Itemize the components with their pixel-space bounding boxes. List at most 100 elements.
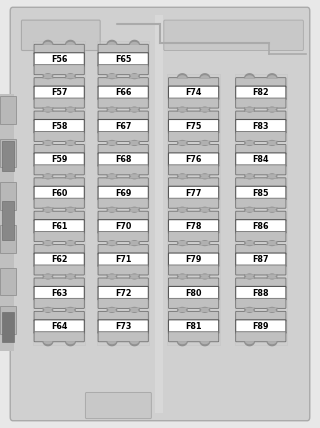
Text: F65: F65 bbox=[115, 55, 132, 64]
FancyBboxPatch shape bbox=[98, 232, 148, 241]
FancyBboxPatch shape bbox=[236, 286, 286, 300]
FancyBboxPatch shape bbox=[98, 211, 148, 221]
Polygon shape bbox=[199, 207, 211, 212]
FancyBboxPatch shape bbox=[169, 265, 219, 275]
Polygon shape bbox=[267, 241, 278, 246]
Polygon shape bbox=[245, 174, 254, 177]
Text: F82: F82 bbox=[252, 88, 269, 98]
Polygon shape bbox=[199, 73, 211, 78]
Polygon shape bbox=[177, 207, 188, 212]
Bar bbox=[0, 268, 16, 295]
Polygon shape bbox=[199, 208, 211, 213]
Text: F71: F71 bbox=[115, 255, 132, 265]
Polygon shape bbox=[44, 42, 52, 45]
Polygon shape bbox=[66, 142, 75, 145]
Polygon shape bbox=[178, 242, 187, 245]
Polygon shape bbox=[245, 142, 254, 145]
FancyBboxPatch shape bbox=[169, 165, 219, 175]
Polygon shape bbox=[268, 274, 276, 277]
Polygon shape bbox=[199, 307, 211, 312]
Polygon shape bbox=[106, 40, 117, 45]
Polygon shape bbox=[44, 107, 52, 110]
Polygon shape bbox=[244, 207, 255, 212]
FancyBboxPatch shape bbox=[98, 220, 148, 233]
FancyBboxPatch shape bbox=[236, 145, 286, 155]
Polygon shape bbox=[44, 341, 52, 344]
Polygon shape bbox=[200, 276, 209, 279]
Polygon shape bbox=[108, 109, 116, 112]
Polygon shape bbox=[130, 274, 139, 277]
Polygon shape bbox=[44, 174, 52, 177]
FancyBboxPatch shape bbox=[98, 312, 148, 321]
Polygon shape bbox=[177, 140, 188, 145]
Polygon shape bbox=[267, 240, 278, 245]
Text: F75: F75 bbox=[185, 122, 202, 131]
Polygon shape bbox=[177, 107, 188, 112]
Polygon shape bbox=[44, 274, 52, 277]
Polygon shape bbox=[267, 307, 278, 312]
Polygon shape bbox=[177, 341, 188, 346]
Text: F88: F88 bbox=[252, 288, 269, 298]
Bar bbox=[2, 141, 14, 171]
Polygon shape bbox=[130, 208, 139, 211]
Polygon shape bbox=[42, 207, 53, 212]
Polygon shape bbox=[178, 241, 187, 244]
Polygon shape bbox=[66, 75, 75, 78]
Polygon shape bbox=[245, 141, 254, 144]
Polygon shape bbox=[130, 109, 139, 112]
Polygon shape bbox=[66, 208, 75, 211]
FancyBboxPatch shape bbox=[98, 244, 148, 255]
Polygon shape bbox=[130, 209, 139, 212]
Polygon shape bbox=[200, 141, 209, 144]
Polygon shape bbox=[106, 308, 117, 313]
FancyBboxPatch shape bbox=[34, 211, 84, 221]
Polygon shape bbox=[245, 341, 254, 344]
Polygon shape bbox=[245, 241, 254, 244]
Polygon shape bbox=[129, 241, 140, 246]
Polygon shape bbox=[244, 140, 255, 145]
Polygon shape bbox=[65, 241, 76, 246]
FancyBboxPatch shape bbox=[236, 77, 286, 88]
Polygon shape bbox=[66, 42, 75, 45]
FancyBboxPatch shape bbox=[236, 111, 286, 121]
Polygon shape bbox=[268, 209, 276, 212]
Text: F73: F73 bbox=[115, 322, 132, 331]
Polygon shape bbox=[244, 273, 255, 279]
FancyBboxPatch shape bbox=[236, 186, 286, 200]
Polygon shape bbox=[44, 308, 52, 311]
Polygon shape bbox=[108, 174, 116, 177]
Polygon shape bbox=[199, 107, 211, 112]
Polygon shape bbox=[65, 307, 76, 312]
FancyBboxPatch shape bbox=[34, 265, 84, 275]
Polygon shape bbox=[268, 107, 276, 110]
Polygon shape bbox=[106, 141, 117, 146]
Polygon shape bbox=[200, 309, 209, 312]
Polygon shape bbox=[177, 308, 188, 313]
Polygon shape bbox=[129, 141, 140, 146]
Polygon shape bbox=[44, 74, 52, 77]
Polygon shape bbox=[177, 73, 188, 78]
FancyBboxPatch shape bbox=[169, 145, 219, 155]
Polygon shape bbox=[130, 308, 139, 311]
Polygon shape bbox=[129, 107, 140, 112]
Polygon shape bbox=[130, 309, 139, 312]
Polygon shape bbox=[106, 74, 117, 79]
Polygon shape bbox=[44, 309, 52, 312]
Polygon shape bbox=[129, 274, 140, 279]
Polygon shape bbox=[42, 308, 53, 313]
FancyBboxPatch shape bbox=[236, 220, 286, 233]
Polygon shape bbox=[106, 174, 117, 179]
Polygon shape bbox=[244, 174, 255, 179]
Polygon shape bbox=[130, 175, 139, 178]
Polygon shape bbox=[129, 74, 140, 79]
Text: F63: F63 bbox=[51, 288, 68, 298]
FancyBboxPatch shape bbox=[85, 392, 151, 419]
Polygon shape bbox=[106, 307, 117, 312]
Text: F59: F59 bbox=[51, 155, 68, 164]
Polygon shape bbox=[66, 174, 75, 177]
Polygon shape bbox=[106, 240, 117, 245]
FancyBboxPatch shape bbox=[98, 153, 148, 166]
Polygon shape bbox=[108, 309, 116, 312]
Polygon shape bbox=[199, 273, 211, 279]
FancyBboxPatch shape bbox=[236, 253, 286, 267]
